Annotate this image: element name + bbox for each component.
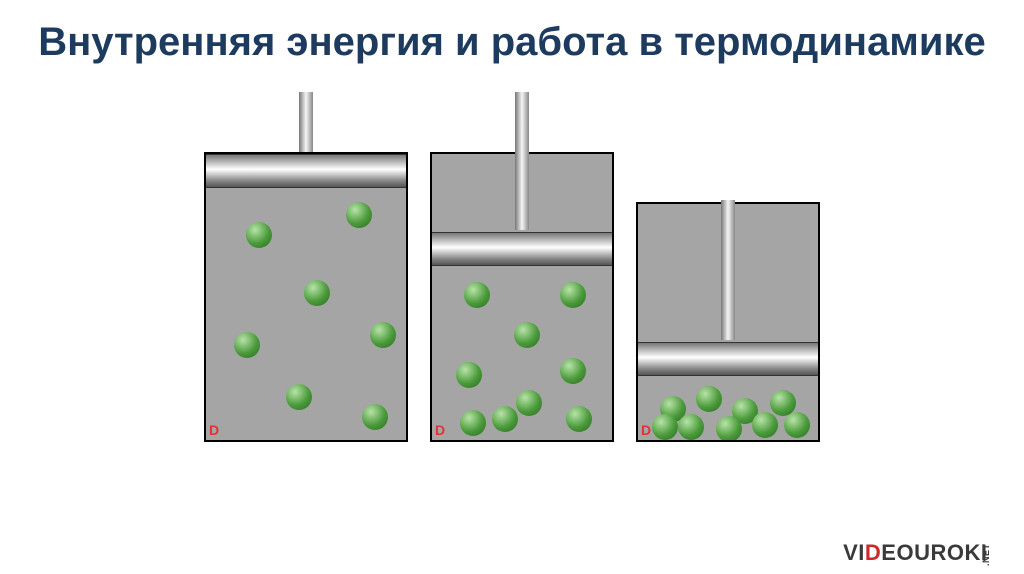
cylinder-body: D [204, 152, 408, 442]
particle [752, 412, 778, 438]
piston [432, 232, 612, 266]
particle [516, 390, 542, 416]
cylinder-3: D [636, 94, 820, 442]
watermark-pre: VI [843, 540, 865, 565]
particle [784, 412, 810, 438]
particle [464, 282, 490, 308]
particle [716, 416, 742, 442]
cylinder-row: DDD [0, 94, 1024, 442]
particle [456, 362, 482, 388]
corner-badge: D [209, 422, 219, 438]
piston [638, 342, 818, 376]
watermark-post: EOUROKI [881, 540, 987, 565]
piston-rod [721, 200, 735, 340]
particle [246, 222, 272, 248]
piston-rod [299, 92, 313, 152]
particle [514, 322, 540, 348]
particle [286, 384, 312, 410]
particle [678, 414, 704, 440]
piston [206, 154, 406, 188]
watermark: VIDEOUROKI.NET [843, 540, 1012, 566]
watermark-suffix: .NET [981, 543, 991, 566]
cylinder-1: D [204, 94, 408, 442]
particle [696, 386, 722, 412]
particle [560, 358, 586, 384]
particle [234, 332, 260, 358]
piston-rod [515, 92, 529, 230]
particle [560, 282, 586, 308]
particle [652, 414, 678, 440]
particle [370, 322, 396, 348]
particle [346, 202, 372, 228]
watermark-d: D [865, 540, 881, 565]
particle [566, 406, 592, 432]
particle [304, 280, 330, 306]
page-title: Внутренняя энергия и работа в термодинам… [0, 0, 1024, 66]
corner-badge: D [435, 422, 445, 438]
cylinder-2: D [430, 94, 614, 442]
particle [492, 406, 518, 432]
particle [460, 410, 486, 436]
corner-badge: D [641, 422, 651, 438]
particle [362, 404, 388, 430]
